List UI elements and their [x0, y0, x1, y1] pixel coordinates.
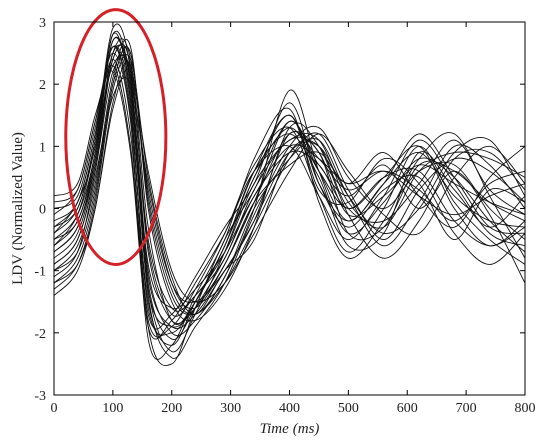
series-line-2 — [54, 43, 525, 317]
y-tick-label-0: 0 — [39, 203, 46, 218]
series-line-21 — [54, 45, 525, 316]
highlight-ellipse — [64, 8, 168, 266]
y-tick-label-1: 1 — [39, 140, 46, 155]
x-axis-title: Time (ms) — [260, 421, 320, 437]
series-line-11 — [54, 58, 525, 330]
series-line-9 — [54, 54, 525, 310]
x-tick-label-0: 0 — [51, 401, 58, 416]
series-line-4 — [54, 46, 525, 315]
x-tick-label-800: 800 — [515, 401, 536, 416]
series-line-20 — [54, 44, 525, 340]
series-line-3 — [54, 46, 525, 336]
series-line-7 — [54, 68, 525, 303]
series-line-5 — [54, 70, 525, 340]
series-line-8 — [54, 52, 525, 360]
y-tick-label-2: 2 — [39, 78, 46, 93]
y-tick-label--2: -2 — [34, 327, 46, 342]
x-axis-title-unit: (ms) — [293, 421, 320, 437]
series-line-19 — [54, 65, 525, 338]
series-line-10 — [54, 38, 525, 322]
x-tick-label-400: 400 — [279, 401, 300, 416]
x-tick-label-600: 600 — [397, 401, 418, 416]
y-tick-label--1: -1 — [34, 265, 46, 280]
x-axis-title-main: Time — [260, 421, 290, 437]
series-line-22 — [54, 46, 525, 346]
x-tick-label-500: 500 — [338, 401, 359, 416]
tick-labels: 0 100 200 300 400 500 600 700 800 -3 -2 -1 0 1 2 3 — [34, 16, 535, 416]
series-line-23 — [54, 43, 525, 325]
series-line-15 — [54, 45, 525, 366]
series-line-25 — [54, 32, 525, 353]
x-tick-label-200: 200 — [161, 401, 182, 416]
axis-ticks — [53, 21, 526, 396]
y-tick-label--3: -3 — [34, 389, 46, 404]
series-lines — [54, 23, 525, 366]
y-axis-title: LDV (Normalized Value) — [10, 132, 26, 285]
series-line-17 — [54, 36, 525, 337]
y-tick-label-3: 3 — [39, 16, 46, 31]
series-line-24 — [54, 61, 525, 303]
x-tick-label-100: 100 — [102, 401, 123, 416]
series-line-16 — [54, 54, 525, 315]
x-tick-label-300: 300 — [220, 401, 241, 416]
x-tick-label-700: 700 — [456, 401, 477, 416]
